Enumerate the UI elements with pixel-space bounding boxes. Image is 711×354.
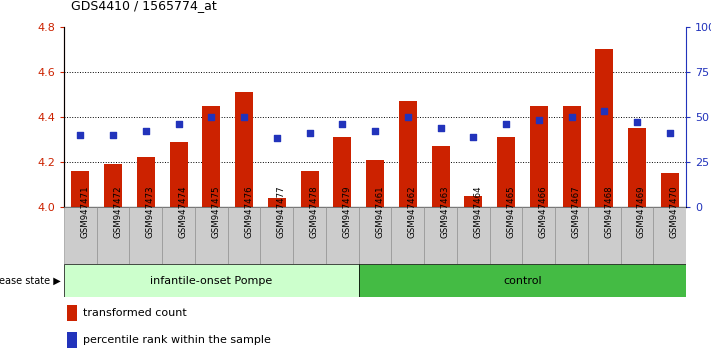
Bar [464, 196, 482, 207]
Point [205, 114, 217, 120]
Bar [333, 137, 351, 207]
Point [238, 114, 250, 120]
Point [107, 132, 119, 138]
FancyBboxPatch shape [424, 207, 457, 264]
Point [435, 125, 447, 131]
FancyBboxPatch shape [64, 264, 358, 297]
Text: transformed count: transformed count [82, 308, 186, 318]
Bar [104, 164, 122, 207]
Text: GSM947465: GSM947465 [506, 185, 515, 238]
Bar [203, 105, 220, 207]
Text: GSM947475: GSM947475 [211, 185, 220, 238]
Text: GSM947473: GSM947473 [146, 185, 155, 238]
FancyBboxPatch shape [555, 207, 588, 264]
Point [501, 121, 512, 127]
FancyBboxPatch shape [162, 207, 195, 264]
Point [468, 134, 479, 139]
FancyBboxPatch shape [195, 207, 228, 264]
FancyBboxPatch shape [293, 207, 326, 264]
Point [402, 114, 414, 120]
FancyBboxPatch shape [490, 207, 523, 264]
Text: GSM947468: GSM947468 [604, 185, 614, 238]
Text: GSM947466: GSM947466 [539, 185, 547, 238]
Bar [235, 92, 253, 207]
Text: GSM947478: GSM947478 [309, 185, 319, 238]
FancyBboxPatch shape [653, 207, 686, 264]
Bar [661, 173, 679, 207]
Bar [628, 128, 646, 207]
Text: GSM947464: GSM947464 [474, 185, 482, 238]
Bar [562, 105, 580, 207]
FancyBboxPatch shape [392, 207, 424, 264]
Text: GSM947471: GSM947471 [80, 185, 90, 238]
FancyBboxPatch shape [358, 207, 392, 264]
Text: percentile rank within the sample: percentile rank within the sample [82, 335, 270, 346]
FancyBboxPatch shape [457, 207, 490, 264]
Point [173, 121, 184, 127]
Text: GSM947476: GSM947476 [244, 185, 253, 238]
Bar [268, 198, 286, 207]
FancyBboxPatch shape [326, 207, 358, 264]
Text: GSM947462: GSM947462 [408, 185, 417, 238]
Text: GSM947474: GSM947474 [178, 185, 188, 238]
FancyBboxPatch shape [97, 207, 129, 264]
Bar [595, 49, 614, 207]
Text: GSM947470: GSM947470 [670, 185, 679, 238]
Bar [137, 158, 155, 207]
FancyBboxPatch shape [621, 207, 653, 264]
Bar [301, 171, 319, 207]
Point [631, 119, 643, 125]
FancyBboxPatch shape [228, 207, 260, 264]
Bar [399, 101, 417, 207]
Bar [530, 105, 547, 207]
Text: GSM947469: GSM947469 [637, 185, 646, 238]
Bar [67, 305, 77, 321]
FancyBboxPatch shape [64, 207, 97, 264]
Text: GSM947477: GSM947477 [277, 185, 286, 238]
Bar [497, 137, 515, 207]
Bar [432, 146, 449, 207]
Bar [67, 332, 77, 348]
Bar [366, 160, 384, 207]
Point [566, 114, 577, 120]
Point [599, 109, 610, 114]
Point [75, 132, 86, 138]
Point [304, 130, 315, 136]
Text: disease state ▶: disease state ▶ [0, 275, 60, 286]
Text: GSM947479: GSM947479 [342, 185, 351, 238]
Text: GSM947463: GSM947463 [441, 185, 449, 238]
Text: GSM947461: GSM947461 [375, 185, 384, 238]
FancyBboxPatch shape [588, 207, 621, 264]
Point [664, 130, 675, 136]
Point [140, 129, 151, 134]
Text: control: control [503, 275, 542, 286]
Bar [170, 142, 188, 207]
Point [533, 118, 545, 123]
FancyBboxPatch shape [260, 207, 293, 264]
Point [370, 129, 381, 134]
Text: GDS4410 / 1565774_at: GDS4410 / 1565774_at [71, 0, 217, 12]
Text: GSM947467: GSM947467 [572, 185, 580, 238]
FancyBboxPatch shape [129, 207, 162, 264]
Bar [71, 171, 90, 207]
Text: GSM947472: GSM947472 [113, 185, 122, 238]
Text: infantile-onset Pompe: infantile-onset Pompe [150, 275, 272, 286]
FancyBboxPatch shape [358, 264, 686, 297]
Point [271, 136, 282, 141]
Point [336, 121, 348, 127]
FancyBboxPatch shape [523, 207, 555, 264]
